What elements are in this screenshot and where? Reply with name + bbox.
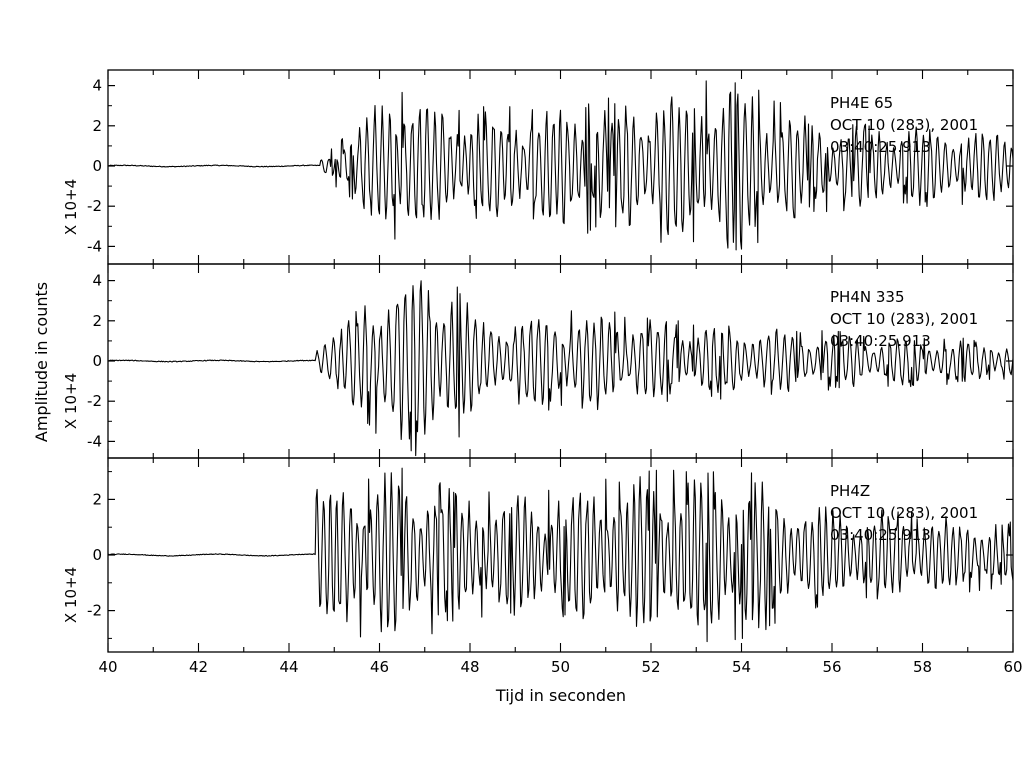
x-tick-label: 52	[641, 658, 660, 676]
x-tick-label: 42	[189, 658, 208, 676]
x-tick-label: 58	[913, 658, 932, 676]
x-axis-title: Tijd in seconden	[495, 686, 626, 705]
x-tick-label: 48	[460, 658, 479, 676]
trace-header-line: PH4E 65	[830, 94, 893, 112]
y-tick-label: 2	[92, 312, 102, 330]
y-tick-label: -4	[87, 237, 102, 255]
waveform-line	[107, 80, 1014, 251]
trace-header-line: PH4Z	[830, 482, 870, 500]
y-tick-label: 4	[92, 272, 102, 290]
x-tick-label: 50	[551, 658, 570, 676]
trace-panel: 4 2 0 -2 -4 X 10+4 PH4E 65 OCT 10 (283), 2001 03…	[62, 69, 1014, 265]
trace-header-line: 03:40:25.913	[830, 526, 931, 544]
trace-panel: 4 2 0 -2 -4 X 10+4 PH4N 335 OCT 10 (283), 2001 0…	[62, 263, 1014, 459]
y-multiplier-label: X 10+4	[62, 567, 80, 623]
y-tick-label: 0	[92, 546, 102, 564]
trace-header-line: OCT 10 (283), 2001	[830, 504, 978, 522]
y-tick-label: -2	[87, 392, 102, 410]
trace-header-line: 03:40:25.913	[830, 138, 931, 156]
waveform-line	[107, 280, 1014, 457]
y-tick-label: -2	[87, 602, 102, 620]
x-tick-label: 56	[822, 658, 841, 676]
y-multiplier-label: X 10+4	[62, 179, 80, 235]
y-tick-label: 4	[92, 77, 102, 95]
y-tick-label: 2	[92, 490, 102, 508]
x-tick-label: 54	[732, 658, 751, 676]
y-tick-label: 0	[92, 352, 102, 370]
trace-panel: 2 0 -2 X 10+4 PH4Z OCT 10 (283), 2001 03:40:25…	[62, 457, 1014, 653]
y-multiplier-label: X 10+4	[62, 373, 80, 429]
x-tick-label: 40	[98, 658, 117, 676]
y-tick-label: 2	[92, 117, 102, 135]
x-tick-label: 44	[279, 658, 298, 676]
trace-header-line: OCT 10 (283), 2001	[830, 310, 978, 328]
waveform-line	[107, 467, 1014, 643]
y-tick-label: -2	[87, 197, 102, 215]
y-axis-title: Amplitude in counts	[32, 282, 51, 442]
x-tick-label: 60	[1003, 658, 1022, 676]
x-tick-label: 46	[370, 658, 389, 676]
y-tick-label: -4	[87, 432, 102, 450]
y-tick-label: 0	[92, 157, 102, 175]
trace-header-line: PH4N 335	[830, 288, 905, 306]
trace-header-line: 03:40:25.913	[830, 332, 931, 350]
trace-header-line: OCT 10 (283), 2001	[830, 116, 978, 134]
